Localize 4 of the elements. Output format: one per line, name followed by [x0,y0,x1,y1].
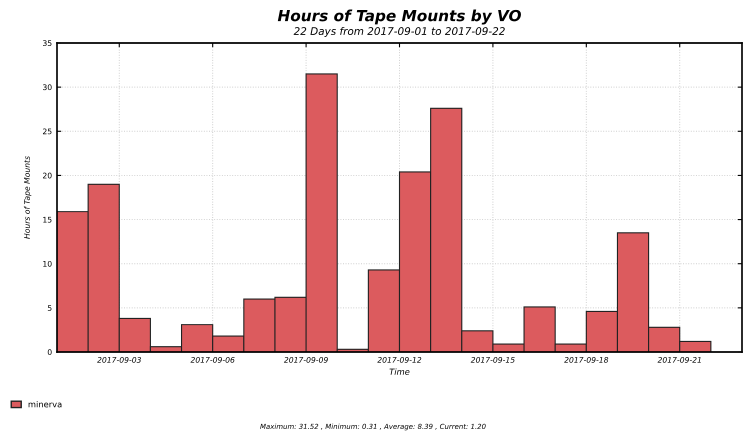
legend-label: minerva [28,400,62,408]
chart-title: Hours of Tape Mounts by VO [278,10,521,24]
x-axis-title: Time [390,368,410,375]
chart-subtitle: 22 Days from 2017-09-01 to 2017-09-22 [294,26,505,38]
